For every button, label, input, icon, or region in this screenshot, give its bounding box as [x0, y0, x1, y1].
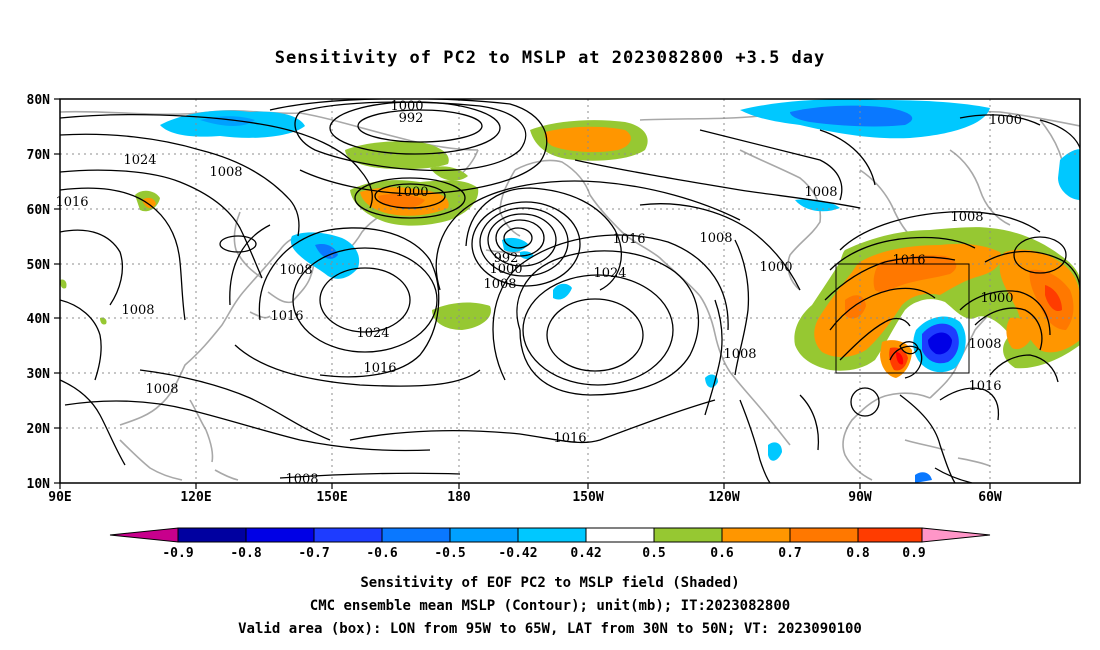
contour-label: 1000	[390, 99, 423, 114]
sensitivity-shading	[60, 99, 1080, 483]
lat-tick-label: 40N	[27, 312, 51, 327]
colorbar-swatch	[721, 527, 791, 543]
contour-label: 1008	[279, 263, 312, 278]
contour-label: 1016	[270, 309, 303, 324]
valid-area-box	[835, 263, 970, 374]
colorbar-label: 0.5	[642, 546, 665, 561]
colorbar: -0.9 -0.8 -0.7 -0.6 -0.5 -0.42 0.42 0.5 …	[109, 527, 991, 561]
contour-label: 1008	[950, 210, 983, 225]
colorbar-swatch	[313, 527, 383, 543]
lat-tick-label: 20N	[27, 422, 51, 437]
colorbar-label: -0.7	[298, 546, 329, 561]
lat-tick-label: 50N	[27, 258, 51, 273]
lon-tick-label: 90W	[848, 490, 872, 505]
mslp-contours	[60, 99, 1080, 483]
colorbar-right-triangle	[921, 527, 991, 543]
lat-tick-label: 60N	[27, 203, 51, 218]
lat-tick-label: 70N	[27, 148, 51, 163]
lon-tick-label: 60W	[978, 490, 1002, 505]
colorbar-label: 0.9	[902, 546, 925, 561]
contour-label: 1016	[968, 379, 1001, 394]
contour-label: 1008	[145, 382, 178, 397]
caption-valid-area: Valid area (box): LON from 95W to 65W, L…	[238, 621, 862, 637]
map-title: Sensitivity of PC2 to MSLP at 2023082800…	[274, 48, 826, 68]
contour-label: 1008	[723, 347, 756, 362]
contour-label: 1000	[980, 291, 1013, 306]
contour-label: 1024	[356, 326, 389, 341]
lat-tick-label: 10N	[27, 477, 51, 492]
lon-tick-label: 150E	[316, 490, 347, 505]
colorbar-left-triangle	[109, 527, 179, 543]
colorbar-swatch	[517, 527, 587, 543]
lon-tick-label: 90E	[48, 490, 71, 505]
colorbar-label: 0.7	[778, 546, 801, 561]
contour-label: 1008	[483, 277, 516, 292]
colorbar-label: -0.42	[498, 546, 537, 561]
contour-label: 1008	[804, 185, 837, 200]
longitude-axis: 90E 120E 150E 180 150W 120W 90W 60W	[48, 483, 1002, 505]
contour-label: 1024	[593, 266, 626, 281]
colorbar-swatch	[245, 527, 315, 543]
caption-contour: CMC ensemble mean MSLP (Contour); unit(m…	[309, 598, 791, 614]
colorbar-label: -0.8	[230, 546, 261, 561]
contour-label: 1016	[363, 361, 396, 376]
contour-label: 1000	[759, 260, 792, 275]
lon-tick-label: 120E	[180, 490, 211, 505]
lon-tick-label: 180	[447, 490, 471, 505]
contour-label: 1024	[123, 153, 156, 168]
contour-label: 1008	[699, 231, 732, 246]
plot-frame	[59, 98, 1081, 484]
contour-label: 1016	[892, 253, 925, 268]
contour-label: 1016	[55, 195, 88, 210]
colorbar-label: 0.6	[710, 546, 734, 561]
contour-label: 1000	[989, 113, 1022, 128]
lat-tick-label: 30N	[27, 367, 51, 382]
lon-tick-label: 120W	[708, 490, 739, 505]
contour-label: 1000	[489, 262, 522, 277]
lat-tick-label: 80N	[27, 93, 51, 108]
contour-label: 1016	[553, 431, 586, 446]
colorbar-swatch	[789, 527, 859, 543]
colorbar-label: -0.9	[162, 546, 193, 561]
contour-label: 1016	[612, 232, 645, 247]
contour-label: 1008	[968, 337, 1001, 352]
colorbar-label: -0.6	[366, 546, 397, 561]
contour-label: 1008	[285, 472, 318, 487]
contour-label: 1008	[209, 165, 242, 180]
colorbar-swatch	[381, 527, 451, 543]
contour-labels: 1000 992 1024 1008 1016 1016 1000 1008 9…	[55, 99, 1022, 487]
colorbar-swatch	[177, 527, 247, 543]
lon-tick-label: 150W	[572, 490, 603, 505]
colorbar-swatch	[585, 527, 655, 543]
contour-label: 1008	[121, 303, 154, 318]
colorbar-swatch	[857, 527, 923, 543]
latitude-axis: 80N 70N 60N 50N 40N 30N 20N 10N	[27, 93, 60, 492]
contour-label: 992	[399, 111, 424, 126]
caption-shaded: Sensitivity of EOF PC2 to MSLP field (Sh…	[360, 575, 740, 591]
colorbar-swatch	[449, 527, 519, 543]
colorbar-label: -0.5	[434, 546, 465, 561]
colorbar-swatch	[653, 527, 723, 543]
contour-label: 1000	[395, 185, 428, 200]
colorbar-label: 0.42	[570, 546, 601, 561]
contour-label: 992	[494, 251, 519, 266]
grid-lines	[60, 99, 1080, 483]
colorbar-label: 0.8	[846, 546, 870, 561]
